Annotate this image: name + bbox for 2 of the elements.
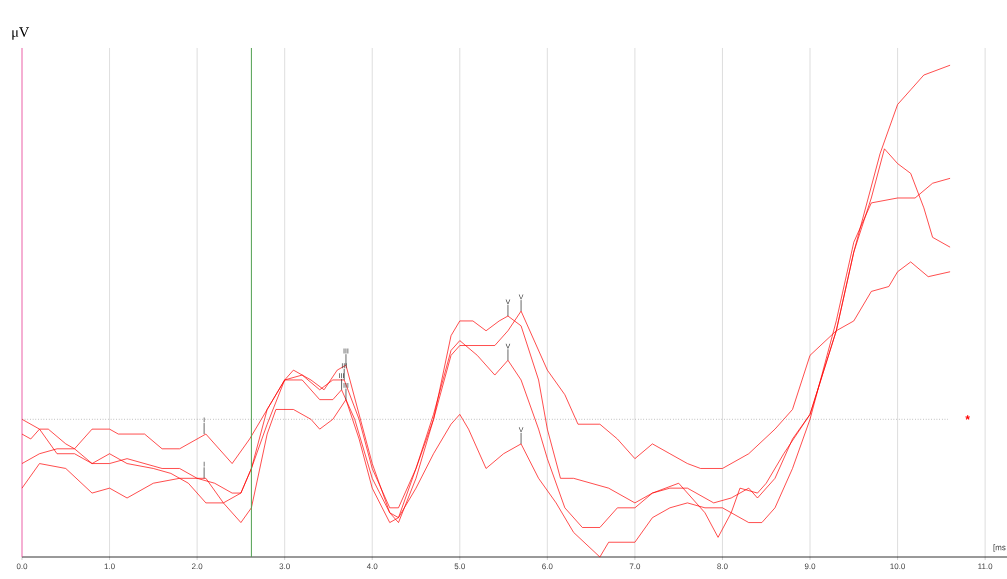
ref-line-label: * — [965, 415, 970, 420]
y-axis-title: μV — [12, 27, 30, 40]
